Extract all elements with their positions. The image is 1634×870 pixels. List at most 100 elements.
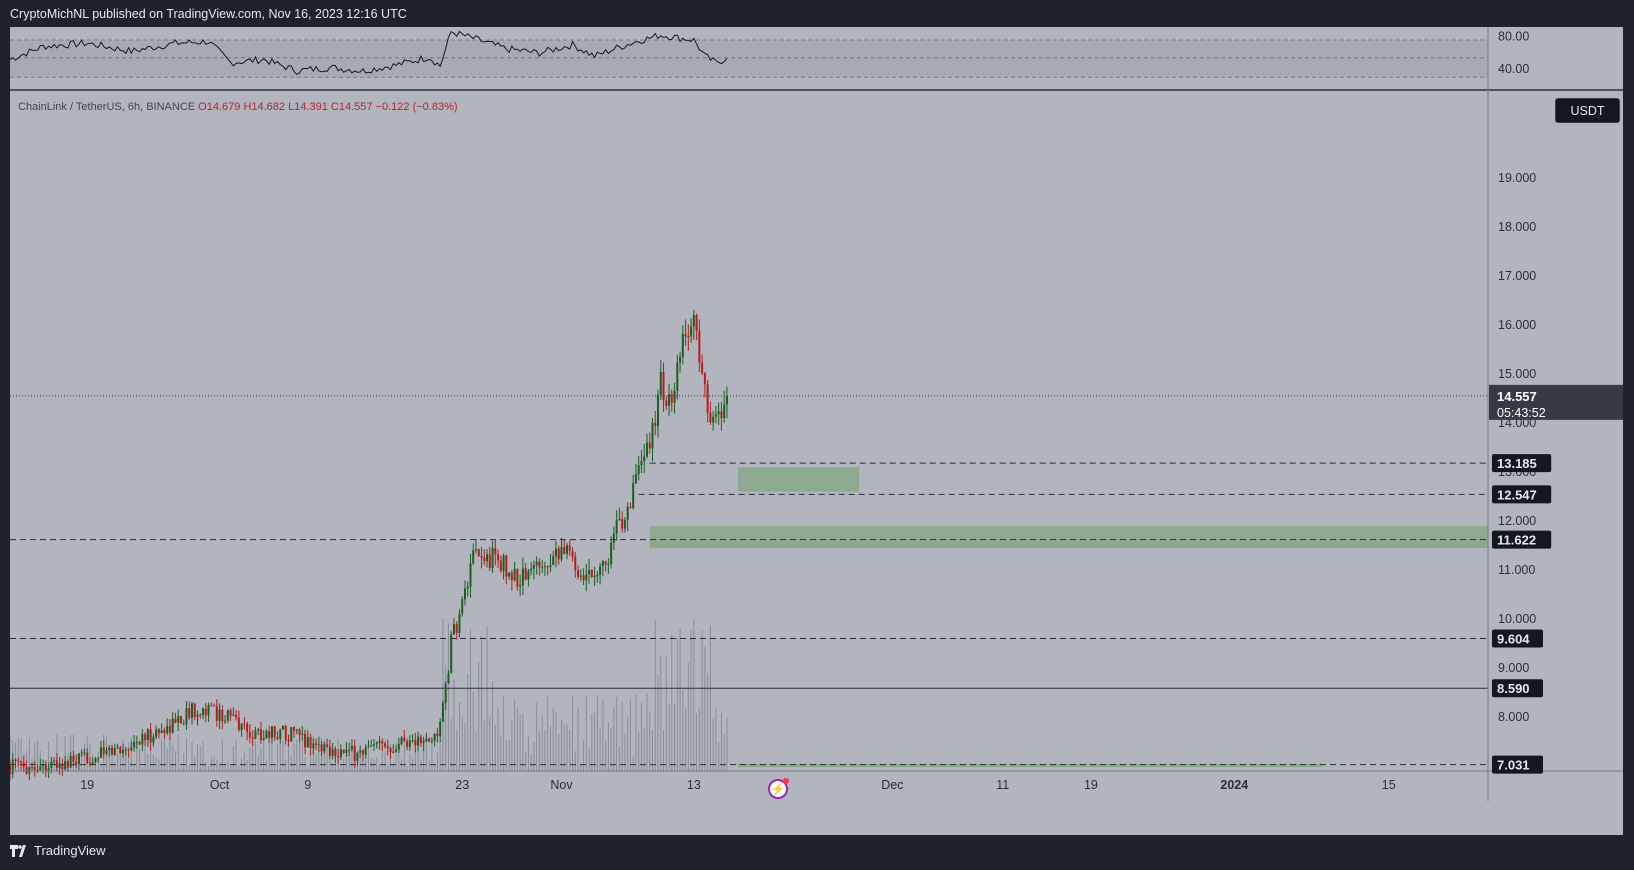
candle-body: [612, 533, 615, 543]
candle-body: [698, 330, 701, 363]
candle-body: [232, 714, 235, 716]
rsi-tick-label: 80.00: [1498, 30, 1529, 44]
candle-body: [287, 739, 290, 742]
price-tick-label: 16.000: [1498, 318, 1536, 332]
candle-body: [339, 749, 342, 758]
zones-layer: [649, 467, 1488, 768]
candle-body: [709, 412, 712, 423]
candle-body: [499, 560, 502, 571]
candle-body: [235, 714, 238, 718]
candle-body: [480, 555, 483, 558]
candle-body: [102, 747, 105, 754]
brand[interactable]: TradingView: [10, 843, 106, 858]
candle-body: [149, 729, 152, 743]
candle-body: [97, 757, 100, 759]
tradingview-logo-icon: [10, 844, 26, 857]
candle-body: [444, 683, 447, 703]
level-price-label: 11.622: [1497, 533, 1536, 548]
price-tick-label: 19.000: [1498, 171, 1536, 185]
candle-body: [610, 542, 613, 564]
candle-body: [414, 739, 417, 746]
candle-body: [433, 733, 436, 741]
candle-body: [94, 758, 97, 762]
candle-body: [557, 548, 560, 560]
candle-body: [157, 729, 160, 734]
candle-body: [246, 723, 249, 733]
chart-svg[interactable]: 80.00 40.00 8.000 9.000 10.000 11.000 12.000 13…: [10, 27, 1623, 835]
candle-body: [684, 334, 687, 337]
last-price-label-bg: [1489, 384, 1623, 420]
candle-body: [604, 561, 607, 565]
candle-body: [574, 556, 577, 571]
candle-body: [488, 554, 491, 569]
level-price-label-bg: [1492, 755, 1543, 774]
candle-body: [91, 761, 94, 765]
candle-body: [69, 755, 72, 768]
candle-body: [135, 742, 138, 744]
candle-body: [171, 718, 174, 733]
candle-body: [295, 729, 298, 731]
candle-body: [643, 456, 646, 462]
candle-body: [248, 732, 251, 738]
candle-body: [80, 752, 83, 754]
publish-header: CryptoMichNL published on TradingView.co…: [0, 0, 1634, 28]
candle-body: [472, 550, 475, 564]
candle-body: [720, 411, 723, 419]
candle-body: [262, 738, 265, 741]
candle-body: [348, 749, 351, 751]
candle-body: [452, 624, 455, 635]
candle-body: [524, 568, 527, 580]
candle-body: [207, 705, 210, 716]
candle-body: [673, 390, 676, 403]
candle-body: [47, 768, 50, 772]
time-tick-label: 23: [455, 778, 469, 792]
candle-body: [714, 414, 717, 417]
legend-close: C14.557: [330, 101, 373, 113]
candle-body: [411, 739, 414, 741]
candle-body: [204, 708, 207, 716]
candle-body: [706, 384, 709, 413]
candle-body: [53, 760, 56, 762]
candle-body: [494, 548, 497, 555]
price-tick-label: 10.000: [1498, 612, 1536, 626]
candle-body: [386, 746, 389, 749]
chart-frame[interactable]: 80.00 40.00 8.000 9.000 10.000 11.000 12.000 13…: [10, 27, 1623, 835]
candle-body: [659, 371, 662, 395]
candle-body: [516, 568, 519, 587]
candle-body: [259, 729, 262, 741]
candle-body: [119, 747, 122, 754]
candle-body: [599, 566, 602, 575]
candle-body: [513, 568, 516, 581]
candle-body: [141, 734, 144, 745]
candle-body: [326, 744, 329, 747]
candle-body: [419, 736, 422, 744]
candle-body: [392, 751, 395, 753]
currency-button[interactable]: USDT: [1555, 98, 1620, 123]
candle-body: [44, 764, 47, 772]
price-tick-label: 12.000: [1498, 514, 1536, 528]
candle-body: [645, 442, 648, 457]
candle-body: [138, 742, 141, 745]
candle-body: [251, 737, 254, 739]
candle-body: [486, 554, 489, 562]
candle-body: [701, 362, 704, 374]
candle-body: [77, 753, 80, 765]
candle-body: [301, 733, 304, 735]
time-tick-label: 2024: [1220, 778, 1248, 792]
candle-body: [273, 726, 276, 738]
candle-body: [342, 749, 345, 753]
flash-icon[interactable]: ⚡: [768, 778, 789, 799]
candle-body: [725, 395, 728, 405]
candle-body: [375, 742, 378, 745]
time-tick-label: Oct: [210, 778, 230, 792]
candle-body: [174, 718, 177, 723]
candle-body: [441, 702, 444, 722]
candle-body: [491, 548, 494, 569]
candle-body: [218, 709, 221, 721]
candle-body: [505, 555, 508, 577]
candle-body: [75, 761, 78, 765]
candle-body: [155, 729, 158, 737]
candle-body: [417, 736, 420, 746]
brand-name: TradingView: [34, 843, 106, 858]
time-tick-label: 15: [1382, 778, 1396, 792]
